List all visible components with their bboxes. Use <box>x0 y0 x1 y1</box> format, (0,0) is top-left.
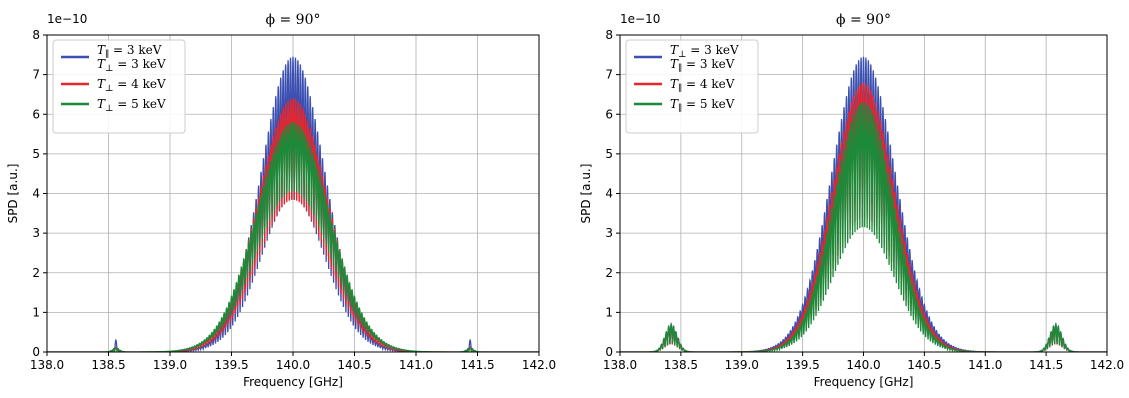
legend-box <box>52 39 186 134</box>
y-tick-label: 4 <box>605 187 613 201</box>
y-tick-label: 5 <box>32 147 40 161</box>
y-offset-label: 1e−10 <box>620 12 660 26</box>
x-axis-label: Frequency [GHz] <box>243 375 343 389</box>
x-tick-label: 140.5 <box>907 358 941 372</box>
series-line-1 <box>47 56 539 352</box>
y-tick-label: 7 <box>605 68 613 82</box>
y-tick-label: 2 <box>32 266 40 280</box>
legend-label-1: T⊥ = 3 keV <box>670 43 739 60</box>
y-axis-label: SPD [a.u.] <box>6 164 20 224</box>
x-tick-label: 142.0 <box>1090 358 1124 372</box>
legend-label-3: T∥ = 5 keV <box>670 97 735 114</box>
y-tick-label: 2 <box>605 266 613 280</box>
x-tick-label: 141.0 <box>968 358 1002 372</box>
y-tick-label: 8 <box>32 28 40 42</box>
chart-panel-1: 138.0 138.5 139.0 139.5 140.0 140.5 141.0 141.5… <box>6 12 556 389</box>
x-tick-label: 139.0 <box>725 358 759 372</box>
y-tick-label: 1 <box>605 305 613 319</box>
legend-label-1: T⊥ = 3 keV <box>97 57 166 74</box>
y-tick-label: 6 <box>605 107 613 121</box>
legend-label-1: T∥ = 3 keV <box>97 43 162 60</box>
chart-title: ϕ = 90° <box>836 12 891 28</box>
series-line-2 <box>47 98 539 352</box>
x-tick-label: 140.5 <box>337 358 371 372</box>
series-line-2 <box>620 82 1107 352</box>
legend-box <box>625 39 759 134</box>
series-line-3 <box>620 102 1107 352</box>
y-tick-label: 8 <box>605 28 613 42</box>
x-tick-label: 140.0 <box>276 358 310 372</box>
x-tick-label: 141.0 <box>399 358 433 372</box>
y-tick-label: 0 <box>605 345 613 359</box>
x-tick-label: 142.0 <box>522 358 556 372</box>
x-tick-label: 138.5 <box>91 358 125 372</box>
x-tick-label: 139.5 <box>214 358 248 372</box>
x-axis-label: Frequency [GHz] <box>814 375 914 389</box>
chart-title: ϕ = 90° <box>266 12 321 28</box>
x-tick-label: 139.0 <box>153 358 187 372</box>
legend-label-2: T⊥ = 4 keV <box>97 77 166 94</box>
x-tick-label: 138.5 <box>664 358 698 372</box>
x-tick-label: 138.0 <box>30 358 64 372</box>
chart-panel-2: 138.0 138.5 139.0 139.5 140.0 140.5 141.0 141.5… <box>579 12 1124 389</box>
x-tick-label: 140.0 <box>846 358 880 372</box>
y-tick-label: 3 <box>32 226 40 240</box>
y-tick-label: 7 <box>32 68 40 82</box>
y-tick-label: 4 <box>32 187 40 201</box>
y-tick-label: 3 <box>605 226 613 240</box>
y-tick-label: 1 <box>32 305 40 319</box>
legend-label-1: T∥ = 3 keV <box>670 57 735 74</box>
y-offset-label: 1e−10 <box>47 12 87 26</box>
series-line-1 <box>620 56 1107 352</box>
x-tick-label: 141.5 <box>1029 358 1063 372</box>
x-tick-label: 139.5 <box>785 358 819 372</box>
y-tick-label: 6 <box>32 107 40 121</box>
legend-label-2: T∥ = 4 keV <box>670 77 735 94</box>
x-tick-label: 138.0 <box>603 358 637 372</box>
y-axis-label: SPD [a.u.] <box>579 164 593 224</box>
y-tick-label: 0 <box>32 345 40 359</box>
y-tick-label: 5 <box>605 147 613 161</box>
legend-label-3: T⊥ = 5 keV <box>97 97 166 114</box>
x-tick-label: 141.5 <box>460 358 494 372</box>
